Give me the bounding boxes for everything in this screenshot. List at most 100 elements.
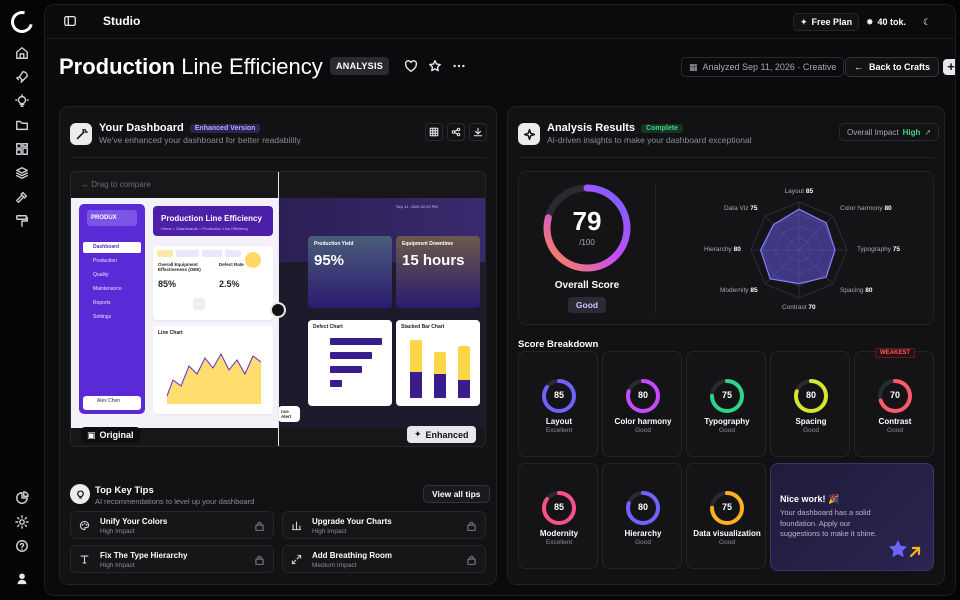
magic-wand-icon bbox=[70, 123, 92, 145]
overall-score-card: 79 /100 Overall Score Good Layout 85 Colo… bbox=[518, 171, 934, 325]
metric-value: 70 bbox=[889, 390, 900, 400]
radar-axis bbox=[798, 215, 834, 251]
image-icon: ▣ bbox=[87, 429, 96, 440]
lightbulb-icon bbox=[70, 484, 90, 504]
app-title: Studio bbox=[103, 14, 141, 28]
lightbulb-icon[interactable] bbox=[14, 93, 30, 109]
compare-preview[interactable]: ↔ Drag to compare PRODUX Dashboard Produ… bbox=[70, 171, 486, 447]
tip-item[interactable]: Add Breathing Room Medium Impact bbox=[282, 545, 486, 573]
paint-roller-icon[interactable] bbox=[14, 213, 30, 229]
enhanced-badge: Enhanced Version bbox=[189, 124, 261, 133]
pie-chart-icon[interactable] bbox=[14, 490, 30, 506]
download-button[interactable] bbox=[469, 123, 487, 141]
tip-item[interactable]: Fix The Type Hierarchy High Impact bbox=[70, 545, 274, 573]
plan-label: Free Plan bbox=[811, 17, 853, 27]
score-label: Overall Score bbox=[554, 280, 620, 291]
radar-label: Layout 85 bbox=[784, 188, 814, 195]
metric-ring bbox=[542, 379, 576, 413]
analyzed-date: ▦ Analyzed Sep 11, 2026 · Creative bbox=[681, 57, 845, 77]
preview-nav-item: Dashboard bbox=[83, 242, 141, 253]
gear-icon[interactable] bbox=[14, 514, 30, 530]
metric-name: Contrast bbox=[878, 417, 912, 426]
enhanced-label: ✦ Enhanced bbox=[407, 426, 476, 443]
drag-to-compare-label: ↔ Drag to compare bbox=[81, 180, 151, 189]
metric-card[interactable]: 80 Hierarchy Good bbox=[602, 463, 682, 569]
metric-ring bbox=[710, 491, 744, 525]
metric-grade: Good bbox=[887, 427, 903, 434]
app-logo-icon[interactable] bbox=[6, 6, 38, 38]
preview-nav-item: Settings bbox=[93, 314, 112, 320]
folder-icon[interactable] bbox=[14, 117, 30, 133]
metric-card[interactable]: 80 Spacing Good bbox=[770, 351, 850, 457]
metric-grade: Good bbox=[719, 427, 735, 434]
preview-nav-item: Maintenance bbox=[93, 286, 122, 292]
nice-work-title: Nice work! 🎉 bbox=[780, 494, 840, 504]
overall-impact: Overall Impact High ↗ bbox=[839, 123, 940, 141]
add-button[interactable]: + bbox=[943, 59, 955, 75]
preview-nav-item: Reports bbox=[93, 300, 111, 306]
plan-badge[interactable]: ✦ Free Plan bbox=[793, 13, 860, 31]
tip-item[interactable]: Upgrade Your Charts High Impact bbox=[282, 511, 486, 539]
dashboard-title: Your Dashboard Enhanced Version bbox=[99, 122, 261, 134]
top-bar: Studio ✦ Free Plan ✸ 40 tok. ☾ bbox=[45, 5, 955, 39]
back-to-crafts-button[interactable]: ← Back to Crafts bbox=[845, 57, 940, 77]
palette-icon bbox=[79, 520, 91, 532]
compare-handle[interactable] bbox=[270, 302, 286, 318]
bolt-icon: ✸ bbox=[866, 16, 874, 27]
radar-axis bbox=[764, 249, 800, 285]
analysis-subtitle: AI-driven insights to make your dashboar… bbox=[547, 135, 752, 145]
radar-axis bbox=[764, 215, 800, 251]
sidebar-toggle-icon[interactable] bbox=[63, 14, 79, 30]
tip-impact: High Impact bbox=[100, 528, 135, 535]
radar-label: Color harmony 80 bbox=[840, 204, 892, 212]
sparkle-icon: ✦ bbox=[414, 429, 422, 439]
metric-value: 75 bbox=[721, 502, 732, 512]
analysis-tag: ANALYSIS bbox=[330, 57, 390, 75]
preview-stacked-chart: Stacked Bar Chart bbox=[396, 320, 480, 406]
more-icon[interactable] bbox=[452, 59, 466, 73]
metric-card[interactable]: 80 Color harmony Good bbox=[602, 351, 682, 457]
heart-icon[interactable] bbox=[404, 59, 418, 73]
lock-icon bbox=[467, 521, 476, 532]
score-value: 79 bbox=[572, 206, 602, 236]
rocket-icon[interactable] bbox=[14, 69, 30, 85]
hammer-icon[interactable] bbox=[14, 189, 30, 205]
expand-icon bbox=[291, 554, 303, 566]
theme-toggle[interactable]: ☾ bbox=[917, 13, 937, 31]
metric-card[interactable]: 75 Typography Good bbox=[686, 351, 766, 457]
help-icon[interactable] bbox=[14, 538, 30, 554]
metric-card[interactable]: 70 Contrast Good WEAKEST bbox=[854, 348, 934, 457]
metric-card[interactable]: 75 Data visualization Good bbox=[686, 463, 766, 569]
preview-user: Alex Chen bbox=[83, 396, 141, 410]
metric-card[interactable]: 85 Modernity Excellent bbox=[518, 463, 598, 569]
type-icon bbox=[79, 554, 91, 566]
metric-grade: Good bbox=[719, 539, 735, 546]
metric-ring bbox=[626, 491, 660, 525]
tips-title: Top Key Tips bbox=[95, 485, 154, 496]
tip-item[interactable]: Unify Your Colors High Impact bbox=[70, 511, 274, 539]
tip-title: Upgrade Your Charts bbox=[312, 517, 392, 526]
radar-axis bbox=[798, 249, 834, 285]
layers-icon[interactable] bbox=[14, 165, 30, 181]
metric-name: Typography bbox=[704, 417, 750, 426]
metric-value: 85 bbox=[553, 502, 564, 512]
metric-name: Spacing bbox=[795, 417, 827, 426]
lock-icon bbox=[467, 555, 476, 566]
lock-icon bbox=[255, 555, 264, 566]
metric-grade: Excellent bbox=[545, 427, 573, 434]
home-icon[interactable] bbox=[14, 45, 30, 61]
left-rail bbox=[0, 0, 44, 600]
layout-icon[interactable] bbox=[14, 141, 30, 157]
tokens-counter[interactable]: ✸ 40 tok. bbox=[860, 13, 912, 31]
metric-card[interactable]: 85 Layout Excellent bbox=[518, 351, 598, 457]
score-grade-badge: Good bbox=[568, 297, 606, 313]
radar-label: Spacing 80 bbox=[840, 287, 873, 294]
grid-view-button[interactable] bbox=[425, 123, 443, 141]
star-icon[interactable] bbox=[428, 59, 442, 73]
view-all-tips-button[interactable]: View all tips bbox=[423, 485, 490, 503]
divider bbox=[518, 157, 934, 158]
metric-grade: Good bbox=[635, 539, 651, 546]
share-button[interactable] bbox=[447, 123, 465, 141]
avatar[interactable] bbox=[14, 570, 30, 586]
star-arrow-icon bbox=[887, 538, 921, 565]
